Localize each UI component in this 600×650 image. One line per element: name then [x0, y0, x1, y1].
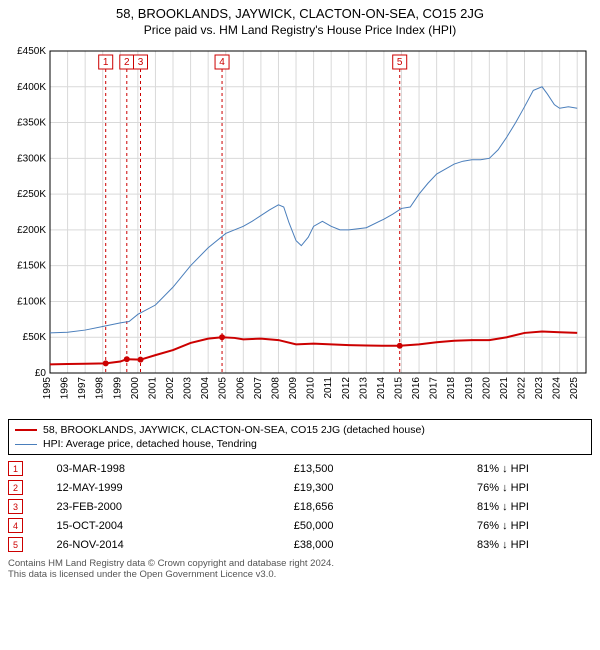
chart-svg: £0£50K£100K£150K£200K£250K£300K£350K£400…: [8, 43, 592, 413]
svg-text:£450K: £450K: [17, 46, 46, 57]
footnote-line1: Contains HM Land Registry data © Crown c…: [8, 558, 334, 569]
sale-price: £50,000: [294, 516, 477, 535]
table-row: 4 15-OCT-2004£50,00076% ↓ HPI: [8, 516, 592, 535]
svg-text:£350K: £350K: [17, 118, 46, 129]
table-row: 3 23-FEB-2000£18,65681% ↓ HPI: [8, 497, 592, 516]
svg-text:2011: 2011: [323, 377, 334, 399]
sale-marker: 1: [8, 461, 23, 476]
svg-text:£250K: £250K: [17, 189, 46, 200]
svg-text:2002: 2002: [165, 377, 176, 400]
svg-text:2010: 2010: [306, 377, 317, 400]
svg-text:2007: 2007: [253, 377, 264, 400]
svg-text:1996: 1996: [60, 377, 71, 400]
footnote: Contains HM Land Registry data © Crown c…: [8, 558, 592, 581]
svg-text:2008: 2008: [270, 377, 281, 400]
svg-text:3: 3: [138, 57, 144, 68]
svg-text:2023: 2023: [534, 377, 545, 400]
svg-text:1998: 1998: [95, 377, 106, 400]
title-main: 58, BROOKLANDS, JAYWICK, CLACTON-ON-SEA,…: [8, 6, 592, 21]
svg-text:2004: 2004: [200, 377, 211, 400]
legend-row: HPI: Average price, detached house, Tend…: [15, 437, 585, 451]
svg-text:2020: 2020: [481, 377, 492, 400]
sale-marker: 4: [8, 518, 23, 533]
sale-vs-hpi: 81% ↓ HPI: [477, 497, 592, 516]
svg-text:1995: 1995: [42, 377, 53, 400]
legend-row: 58, BROOKLANDS, JAYWICK, CLACTON-ON-SEA,…: [15, 423, 585, 437]
svg-text:2000: 2000: [130, 377, 141, 400]
svg-text:£200K: £200K: [17, 225, 46, 236]
svg-text:2012: 2012: [341, 377, 352, 400]
svg-text:2003: 2003: [183, 377, 194, 400]
svg-text:1999: 1999: [112, 377, 123, 400]
sales-table: 1 03-MAR-1998£13,50081% ↓ HPI 2 12-MAY-1999…: [8, 459, 592, 554]
sale-price: £19,300: [294, 478, 477, 497]
svg-text:£400K: £400K: [17, 82, 46, 93]
legend-label: 58, BROOKLANDS, JAYWICK, CLACTON-ON-SEA,…: [43, 423, 425, 437]
svg-text:2: 2: [124, 57, 130, 68]
svg-text:2001: 2001: [147, 377, 158, 400]
svg-text:2009: 2009: [288, 377, 299, 400]
sale-vs-hpi: 76% ↓ HPI: [477, 516, 592, 535]
sale-vs-hpi: 81% ↓ HPI: [477, 459, 592, 478]
sale-price: £38,000: [294, 535, 477, 554]
svg-text:£300K: £300K: [17, 153, 46, 164]
page-root: 58, BROOKLANDS, JAYWICK, CLACTON-ON-SEA,…: [0, 0, 600, 650]
svg-text:£100K: £100K: [17, 296, 46, 307]
svg-text:2014: 2014: [376, 377, 387, 400]
sale-marker: 2: [8, 480, 23, 495]
sale-vs-hpi: 83% ↓ HPI: [477, 535, 592, 554]
legend-box: 58, BROOKLANDS, JAYWICK, CLACTON-ON-SEA,…: [8, 419, 592, 455]
svg-text:2019: 2019: [464, 377, 475, 400]
svg-text:2025: 2025: [569, 377, 580, 400]
svg-text:2017: 2017: [429, 377, 440, 400]
table-row: 2 12-MAY-1999£19,30076% ↓ HPI: [8, 478, 592, 497]
table-row: 1 03-MAR-1998£13,50081% ↓ HPI: [8, 459, 592, 478]
footnote-line2: This data is licensed under the Open Gov…: [8, 569, 276, 580]
sale-price: £13,500: [294, 459, 477, 478]
svg-text:2006: 2006: [235, 377, 246, 400]
svg-text:2018: 2018: [446, 377, 457, 400]
title-block: 58, BROOKLANDS, JAYWICK, CLACTON-ON-SEA,…: [8, 6, 592, 43]
sale-marker: 3: [8, 499, 23, 514]
svg-text:2022: 2022: [516, 377, 527, 400]
svg-text:2015: 2015: [393, 377, 404, 400]
sale-date: 12-MAY-1999: [57, 478, 294, 497]
svg-text:5: 5: [397, 57, 403, 68]
svg-text:2016: 2016: [411, 377, 422, 400]
sale-price: £18,656: [294, 497, 477, 516]
sale-date: 03-MAR-1998: [57, 459, 294, 478]
title-sub: Price paid vs. HM Land Registry's House …: [8, 23, 592, 37]
table-row: 5 26-NOV-2014£38,00083% ↓ HPI: [8, 535, 592, 554]
svg-text:2024: 2024: [552, 377, 563, 400]
sale-date: 26-NOV-2014: [57, 535, 294, 554]
chart-area: £0£50K£100K£150K£200K£250K£300K£350K£400…: [8, 43, 592, 413]
svg-text:4: 4: [219, 57, 225, 68]
svg-text:£50K: £50K: [23, 332, 47, 343]
sale-vs-hpi: 76% ↓ HPI: [477, 478, 592, 497]
sale-marker: 5: [8, 537, 23, 552]
legend-label: HPI: Average price, detached house, Tend…: [43, 437, 257, 451]
svg-text:£150K: £150K: [17, 261, 46, 272]
svg-text:2021: 2021: [499, 377, 510, 400]
svg-text:2013: 2013: [358, 377, 369, 400]
svg-text:1: 1: [103, 57, 109, 68]
svg-text:2005: 2005: [218, 377, 229, 400]
svg-text:1997: 1997: [77, 377, 88, 400]
sale-date: 23-FEB-2000: [57, 497, 294, 516]
legend-swatch: [15, 444, 37, 445]
legend-swatch: [15, 429, 37, 431]
sale-date: 15-OCT-2004: [57, 516, 294, 535]
